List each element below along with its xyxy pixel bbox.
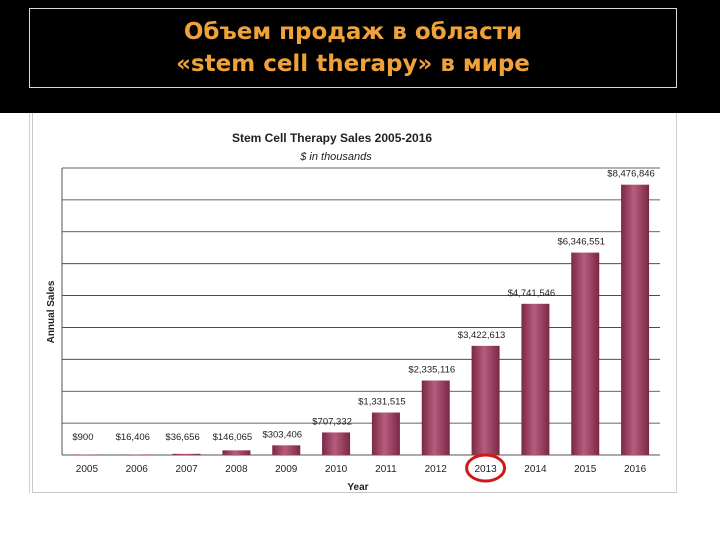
bar-2011 [371,412,400,455]
bar-2009 [272,445,301,455]
x-tick-label-2010: 2010 [325,464,348,475]
bar-2014 [521,303,550,455]
chart-frame [32,113,676,493]
data-label-2008: $146,065 [213,432,253,443]
bar-2007 [172,453,201,455]
slide-right-border [676,113,677,493]
highlight-circle [465,453,507,483]
slide-title-line-1: Объем продаж в области [183,19,523,45]
x-tick-label-2013: 2013 [474,464,497,475]
bar-2005 [72,454,101,455]
data-label-2011: $1,331,515 [358,397,406,408]
y-axis-label: Annual Sales [46,280,57,343]
bar-2016 [621,184,650,455]
data-label-2006: $16,406 [116,432,150,443]
x-tick-label-2016: 2016 [624,464,647,475]
data-label-2015: $6,346,551 [557,237,605,248]
data-labels: $900 $16,406 $36,656 $146,065 $303,406 $707,3… [72,169,655,443]
data-label-2013: $3,422,613 [458,330,506,341]
bar-2006 [122,454,151,455]
bars [72,184,650,455]
data-label-2016: $8,476,846 [607,169,655,180]
data-label-2012: $2,335,116 [408,365,455,376]
title-box: Объем продаж в области «stem cell therap… [29,8,677,88]
bar-2013 [471,345,500,455]
x-tick-label-2008: 2008 [225,464,248,475]
data-label-2005: $900 [72,432,93,443]
x-tick-label-2011: 2011 [375,464,397,475]
data-label-2009: $303,406 [262,429,302,440]
x-tick-label-2005: 2005 [76,464,99,475]
x-tick-label-2015: 2015 [574,464,597,475]
data-label-2007: $36,656 [165,432,199,443]
x-tick-label-2014: 2014 [524,464,547,475]
chart-subtitle: $ in thousands [299,151,372,163]
x-axis-label: Year [347,482,368,493]
slide-title-line-2: «stem cell therapy» в мире [176,51,530,77]
bar-2015 [571,252,600,455]
title-band: Объем продаж в области «stem cell therap… [0,0,720,113]
data-label-2010: $707,332 [312,416,352,427]
slide-left-border [29,113,30,493]
bar-2010 [322,432,351,455]
bar-2012 [421,380,450,455]
x-tick-labels: 2005 2006 2007 2008 2009 2010 2011 2012 2013 2014… [76,464,647,475]
x-tick-label-2007: 2007 [175,464,198,475]
x-tick-label-2006: 2006 [126,464,149,475]
gridlines [61,167,660,456]
data-label-2014: $4,741,546 [508,288,556,299]
chart-title: Stem Cell Therapy Sales 2005-2016 [232,131,432,145]
x-tick-label-2009: 2009 [275,464,298,475]
bar-2008 [222,450,251,455]
x-tick-label-2012: 2012 [425,464,448,475]
